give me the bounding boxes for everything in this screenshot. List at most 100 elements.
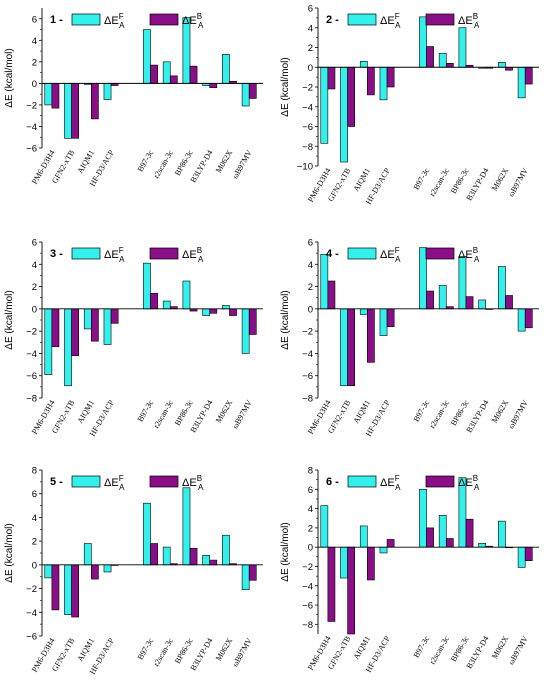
- bar-eb-a-5: [445, 538, 454, 548]
- legend-swatch-ef-a: [347, 13, 377, 26]
- legend-swatch-eb-a: [425, 475, 455, 488]
- bar-eb-a-0: [327, 280, 336, 310]
- y-tick-label: −4: [302, 581, 313, 592]
- bar-eb-a-1: [347, 546, 356, 635]
- chart-panel-3: ΔE (kcal/mol)−8−6−4−20246PM6-D3H4GFN2-xT…: [4, 238, 263, 438]
- x-tick-label: AIQM1: [76, 399, 96, 425]
- bar-eb-a-9: [248, 564, 257, 581]
- y-tick-label: −8: [302, 394, 313, 405]
- bar-eb-a-7: [209, 308, 218, 314]
- x-tick-label: M062X: [214, 636, 234, 662]
- y-tick-label: −2: [26, 100, 37, 111]
- x-tick-label: B97-3c: [136, 398, 156, 423]
- legend-swatch-ef-a: [71, 13, 101, 26]
- x-tick-label: AIQM1: [352, 635, 372, 661]
- y-tick-label: −2: [302, 83, 313, 94]
- legend-label: ΔEF A: [104, 12, 125, 30]
- chart-panel-6: ΔE (kcal/mol)−8−6−4−202468PM6-D3H4GFN2-x…: [280, 466, 539, 674]
- bar-ef-a-9: [517, 66, 526, 99]
- y-axis-label: ΔE (kcal/mol): [4, 290, 15, 349]
- bar-eb-a-9: [524, 308, 533, 329]
- y-tick-label: 6: [32, 489, 37, 500]
- x-tick-label: M062X: [214, 148, 234, 174]
- y-tick-label: −8: [302, 620, 313, 631]
- x-tick-label: B97-3c: [412, 166, 432, 191]
- bar-eb-a-5: [445, 62, 454, 68]
- y-tick-label: −6: [26, 632, 37, 643]
- bar-eb-a-4: [150, 292, 158, 310]
- x-tick-label: r2scan-3c: [428, 398, 452, 430]
- x-tick-label: AIQM1: [76, 149, 96, 175]
- y-tick-label: −8: [302, 142, 313, 153]
- legend-label: ΔEB A: [458, 246, 480, 264]
- y-tick-label: 6: [32, 238, 37, 249]
- legend-swatch-eb-a: [149, 475, 179, 488]
- bar-eb-a-2: [91, 308, 99, 342]
- bar-eb-a-4: [426, 527, 434, 548]
- y-tick-label: 2: [308, 282, 313, 293]
- bar-ef-a-9: [241, 83, 250, 107]
- chart-panel-4: ΔE (kcal/mol)−8−6−4−20246PM6-D3H4GFN2-xT…: [280, 238, 539, 438]
- bar-eb-a-0: [327, 546, 336, 622]
- bar-eb-a-9: [524, 66, 533, 85]
- bar-eb-a-2: [91, 83, 99, 120]
- y-tick-label: −2: [26, 584, 37, 595]
- bar-eb-a-1: [71, 564, 80, 618]
- x-tick-label: M062X: [490, 634, 510, 660]
- y-tick-label: 6: [308, 485, 313, 496]
- bar-ef-a-3: [103, 83, 112, 100]
- bar-eb-a-5: [169, 75, 178, 84]
- bar-ef-a-2: [359, 61, 368, 68]
- y-tick-label: −4: [26, 122, 37, 133]
- panel-number: 2 -: [326, 14, 339, 26]
- bar-ef-a-4: [143, 29, 151, 84]
- bar-ef-a-1: [64, 83, 72, 139]
- bar-eb-a-3: [386, 308, 395, 327]
- bar-ef-a-5: [438, 53, 447, 68]
- bar-ef-a-8: [498, 266, 506, 310]
- x-tick-label: M062X: [490, 166, 510, 192]
- bar-ef-a-5: [438, 515, 447, 548]
- legend-label: ΔEB A: [182, 474, 204, 492]
- bar-eb-a-0: [51, 308, 60, 348]
- bar-ef-a-8: [222, 54, 230, 84]
- bar-ef-a-3: [379, 546, 388, 554]
- y-axis-label: ΔE (kcal/mol): [280, 522, 291, 581]
- bar-eb-a-3: [110, 308, 119, 324]
- y-tick-label: 0: [308, 543, 313, 554]
- x-tick-label: r2scan-3c: [428, 166, 452, 198]
- bar-eb-a-4: [426, 290, 434, 310]
- y-tick-label: −4: [302, 102, 313, 113]
- y-tick-label: 8: [308, 466, 313, 477]
- x-tick-label: r2scan-3c: [428, 634, 452, 666]
- chart-panel-2: ΔE (kcal/mol)−10−8−6−4−20246PM6-D3H4GFN2…: [280, 4, 539, 206]
- bar-ef-a-0: [44, 308, 53, 375]
- bar-ef-a-6: [182, 17, 191, 84]
- bar-eb-a-2: [367, 308, 375, 363]
- y-tick-label: −6: [302, 122, 313, 133]
- panel-number: 3 -: [50, 248, 63, 260]
- y-tick-label: −2: [26, 327, 37, 338]
- bar-ef-a-5: [162, 300, 171, 310]
- bar-ef-a-7: [202, 555, 211, 566]
- y-tick-label: −6: [26, 144, 37, 155]
- bar-eb-a-6: [465, 518, 474, 548]
- bar-ef-a-6: [182, 280, 191, 310]
- bar-ef-a-8: [222, 534, 230, 566]
- bar-ef-a-1: [340, 308, 348, 387]
- legend-label: ΔEB A: [182, 12, 204, 30]
- panel-number: 6 -: [326, 476, 339, 488]
- y-tick-label: 0: [32, 79, 37, 90]
- bar-eb-a-6: [189, 547, 198, 566]
- legend-swatch-eb-a: [149, 13, 179, 26]
- x-tick-label: M062X: [490, 398, 510, 424]
- bar-eb-a-1: [347, 308, 356, 387]
- legend-swatch-eb-a: [149, 247, 179, 260]
- bar-ef-a-4: [419, 488, 427, 548]
- legend-swatch-ef-a: [71, 247, 101, 260]
- y-axis-label: ΔE (kcal/mol): [4, 523, 15, 582]
- y-tick-label: 8: [32, 466, 37, 477]
- legend-label: ΔEF A: [380, 246, 401, 264]
